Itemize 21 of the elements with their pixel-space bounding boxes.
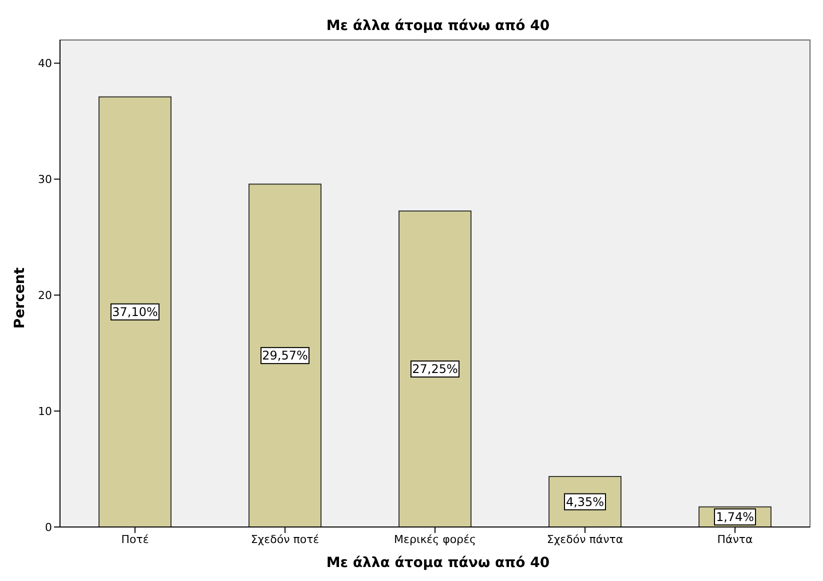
bar: [248, 184, 322, 527]
data-label: 37,10%: [112, 304, 158, 319]
y-tick-label: 10: [38, 404, 52, 418]
y-tick-label: 40: [38, 57, 52, 70]
y-tick-label: 0: [45, 520, 52, 534]
x-tick-label: Σχεδόν ποτέ: [250, 532, 320, 546]
y-tick-label: 30: [38, 173, 52, 186]
chart-title: Με άλλα άτομα πάνω από 40: [326, 18, 550, 34]
data-label: 27,25%: [412, 362, 458, 376]
x-tick-label: Μερικές φορές: [394, 532, 476, 546]
data-label: 4,35%: [566, 494, 604, 509]
x-tick-label: Πάντα: [717, 532, 753, 546]
data-label: 29,57%: [262, 348, 308, 363]
y-tick-label: 20: [38, 289, 52, 302]
data-label: 1,74%: [716, 510, 754, 524]
bar: [98, 96, 172, 527]
bar: [398, 210, 472, 527]
x-tick-label: Ποτέ: [121, 532, 149, 546]
x-tick-label: Σχεδόν πάντα: [546, 532, 624, 546]
y-axis-title: Percent: [12, 267, 28, 329]
x-axis-title: Με άλλα άτομα πάνω από 40: [326, 555, 550, 571]
